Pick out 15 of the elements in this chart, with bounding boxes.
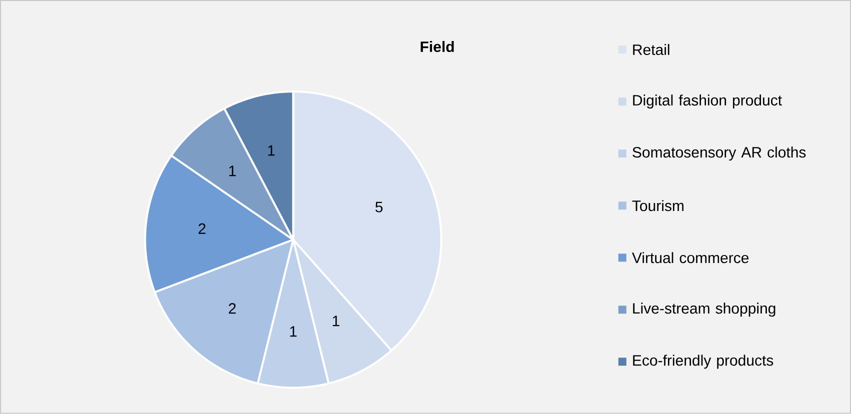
data-label: 1 (229, 166, 236, 176)
legend-label: Live-stream shopping (633, 302, 776, 317)
data-label: 5 (375, 202, 383, 212)
data-label: 1 (268, 145, 275, 156)
legend-label: Somatosensory AR cloths (632, 146, 806, 161)
data-label: 1 (332, 316, 340, 326)
legend-label: Digital fashion product (633, 94, 782, 109)
legend-label: Tourism (632, 200, 684, 212)
legend-label: Virtual commerce (632, 252, 749, 264)
legend-label: Retail (633, 44, 670, 56)
legend-label: Eco-friendly products (633, 354, 774, 369)
data-label: 2 (228, 303, 236, 314)
data-label: 2 (198, 223, 206, 234)
data-label: 1 (290, 326, 297, 337)
chart-title: Field (420, 41, 454, 52)
